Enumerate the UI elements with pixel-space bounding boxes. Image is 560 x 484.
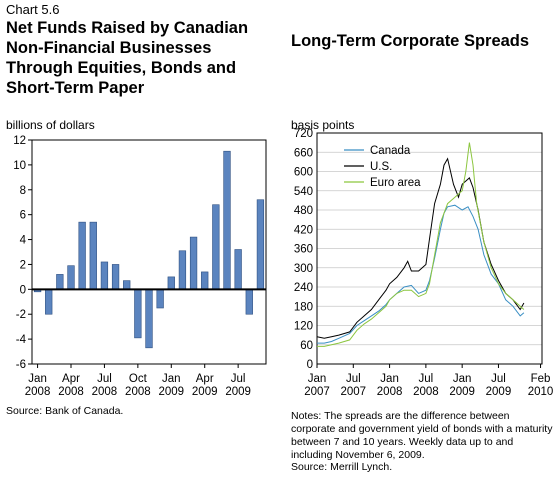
left-source: Source: Bank of Canada. [6, 405, 124, 417]
left-y-tick-label: -2 [16, 309, 26, 321]
right-y-tick-label: 540 [294, 186, 313, 198]
right-x-tick-sublabel: 2008 [377, 386, 403, 398]
bar [156, 289, 164, 309]
bar [145, 289, 153, 349]
bar [89, 221, 97, 290]
left-y-unit-label: billions of dollars [6, 118, 95, 132]
right-chart-title: Long-Term Corporate Spreads [291, 32, 530, 50]
left-x-tick-sublabel: 2009 [192, 386, 218, 398]
left-y-tick-label: 8 [20, 185, 26, 197]
right-y-tick-label: 0 [307, 359, 313, 371]
series-line-euro-area [317, 142, 525, 347]
right-x-tick-sublabel: 2007 [340, 386, 366, 398]
left-x-tick-label: Oct [129, 373, 148, 385]
left-y-tick-label: 4 [20, 235, 27, 247]
right-x-tick-label: Jan [453, 373, 472, 385]
right-y-tick-label: 600 [294, 167, 313, 179]
right-x-tick-label: Feb [531, 373, 551, 385]
bar [67, 265, 75, 290]
right-plot-frame [316, 132, 543, 365]
right-y-tick-label: 720 [294, 128, 313, 140]
left-x-tick-sublabel: 2008 [25, 386, 51, 398]
left-y-tick-label: 2 [20, 259, 26, 271]
left-y-tick-label: -4 [16, 334, 27, 346]
left-x-tick-label: Jul [97, 373, 112, 385]
bar [167, 276, 175, 290]
left-x-tick-label: Jan [28, 373, 47, 385]
left-bar-chart: -6-4-2024681012Jan2008Apr2008Jul2008Oct2… [13, 135, 267, 398]
right-y-unit-label: basis points [291, 118, 355, 132]
bar [223, 150, 231, 290]
right-y-tick-label: 240 [294, 282, 313, 294]
right-x-tick-label: Jul [346, 373, 361, 385]
right-x-tick-sublabel: 2008 [413, 386, 439, 398]
bar [111, 264, 120, 290]
left-y-tick-label: 10 [13, 160, 26, 172]
bar [100, 261, 109, 290]
bar [134, 289, 142, 339]
legend-label: Euro area [370, 177, 421, 189]
left-x-tick-label: Jan [162, 373, 181, 385]
left-plot-frame [31, 139, 267, 365]
left-chart-title: Net Funds Raised by Canadian Non-Financi… [6, 19, 249, 97]
legend-label: Canada [370, 145, 411, 157]
right-x-tick-sublabel: 2009 [449, 386, 475, 398]
right-source: Source: Merrill Lynch. [291, 461, 393, 473]
left-y-tick-label: 0 [20, 284, 26, 296]
right-y-tick-label: 420 [294, 224, 313, 236]
bar [189, 236, 198, 290]
left-x-tick-sublabel: 2008 [92, 386, 118, 398]
series-line-canada [317, 204, 525, 344]
right-x-tick-label: Jan [308, 373, 327, 385]
right-y-tick-label: 120 [294, 321, 313, 333]
left-x-tick-sublabel: 2008 [125, 386, 151, 398]
right-y-tick-label: 60 [300, 340, 313, 352]
left-x-tick-sublabel: 2009 [158, 386, 184, 398]
legend-label: U.S. [370, 161, 392, 173]
left-x-tick-label: Apr [62, 373, 80, 385]
right-y-tick-label: 300 [294, 263, 313, 275]
right-y-tick-label: 360 [294, 244, 313, 256]
bar [201, 271, 209, 290]
bar [45, 289, 53, 315]
right-x-tick-label: Jul [419, 373, 434, 385]
bar [56, 274, 64, 290]
left-x-tick-sublabel: 2008 [58, 386, 84, 398]
bar [178, 250, 187, 290]
left-x-tick-label: Jul [231, 373, 246, 385]
right-line-chart: 060120180240300360420480540600660720Jan2… [294, 128, 554, 398]
right-y-tick-label: 660 [294, 147, 313, 159]
right-x-tick-sublabel: 2010 [528, 386, 554, 398]
bar [78, 221, 86, 290]
right-y-tick-label: 180 [294, 301, 313, 313]
bar [212, 204, 220, 290]
bar [234, 249, 242, 290]
left-x-tick-sublabel: 2009 [225, 386, 251, 398]
bar [245, 289, 253, 315]
chart-number: Chart 5.6 [6, 2, 60, 17]
right-x-tick-label: Jul [491, 373, 506, 385]
left-y-tick-label: -6 [16, 359, 26, 371]
right-notes: Notes: The spreads are the difference be… [291, 410, 553, 461]
left-y-tick-label: 12 [13, 135, 26, 147]
right-x-tick-sublabel: 2007 [304, 386, 330, 398]
left-x-tick-label: Apr [196, 373, 214, 385]
right-y-tick-label: 480 [294, 205, 313, 217]
bar [256, 199, 265, 290]
bar [123, 280, 131, 290]
right-x-tick-sublabel: 2009 [486, 386, 512, 398]
right-x-tick-label: Jan [380, 373, 399, 385]
left-y-tick-label: 6 [20, 210, 26, 222]
